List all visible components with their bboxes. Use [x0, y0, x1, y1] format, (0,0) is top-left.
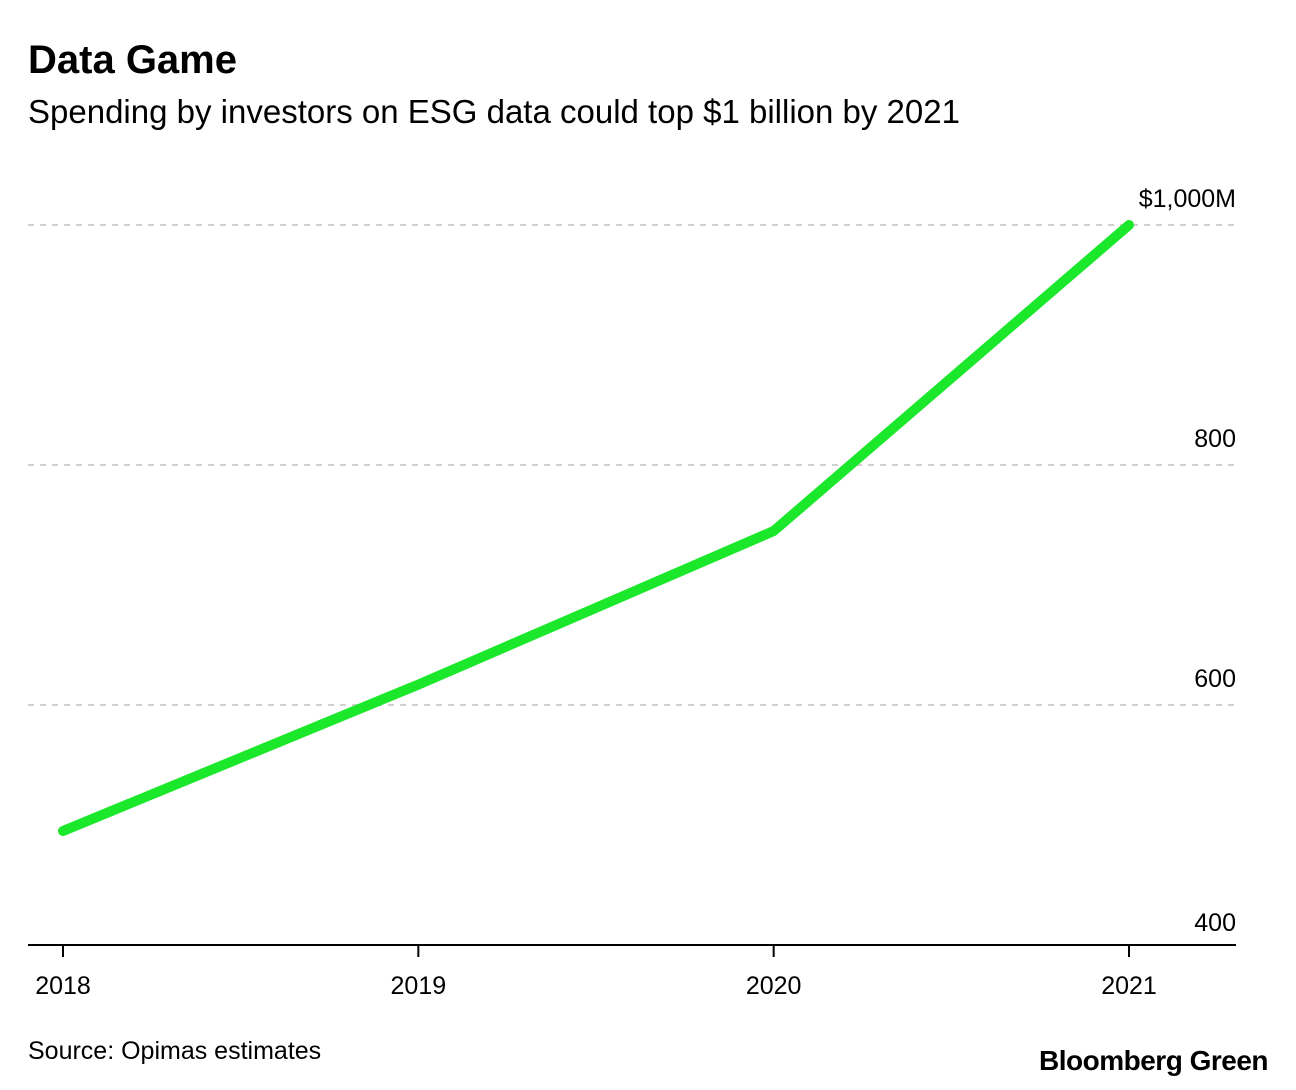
x-tick-label-2018: 2018 — [35, 972, 91, 1000]
series-line-0 — [58, 220, 1134, 836]
x-axis-labels: 2018 2019 2020 2021 — [35, 972, 1157, 1000]
x-tick-label-2021: 2021 — [1101, 972, 1157, 1000]
gridlines — [28, 224, 1236, 706]
y-tick-label-400: 400 — [1194, 909, 1236, 937]
y-axis-labels: 400 600 800 $1,000M — [1139, 185, 1236, 937]
chart-title: Data Game — [28, 38, 237, 82]
y-tick-label-1000: $1,000M — [1139, 185, 1236, 213]
x-tick-label-2019: 2019 — [391, 972, 447, 1000]
y-tick-label-800: 800 — [1194, 425, 1236, 453]
source-note: Source: Opimas estimates — [28, 1037, 322, 1065]
y-tick-label-600: 600 — [1194, 665, 1236, 693]
x-axis — [28, 944, 1236, 957]
chart-subtitle: Spending by investors on ESG data could … — [28, 93, 960, 130]
brand-logo: Bloomberg Green — [1039, 1045, 1268, 1076]
series-layer — [58, 220, 1134, 836]
x-tick-label-2020: 2020 — [746, 972, 802, 1000]
